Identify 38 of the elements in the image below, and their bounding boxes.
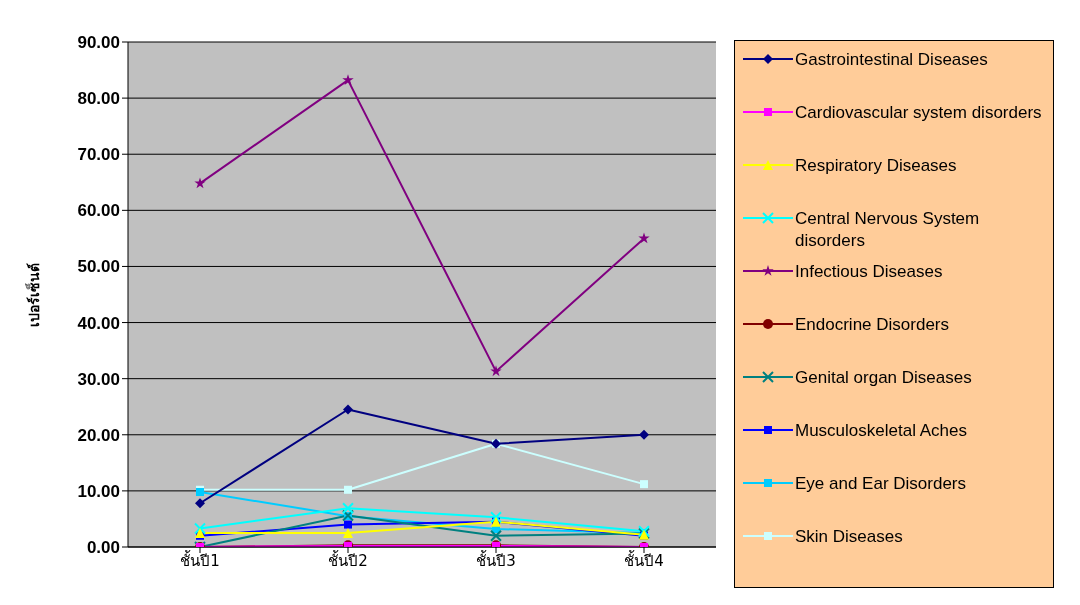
point: [343, 404, 353, 415]
point: [344, 520, 352, 529]
legend-label: Cardiovascular system disorders: [795, 102, 1042, 124]
x-tick-label: ชั้นปี3: [476, 549, 516, 570]
y-tick-label: 40.00: [77, 313, 120, 333]
x-tick-label: ชั้นปี2: [328, 549, 368, 570]
y-tick-label: 60.00: [77, 201, 120, 221]
legend-label: Musculoskeletal Aches: [795, 420, 967, 442]
legend-label: Gastrointestinal Diseases: [795, 49, 988, 71]
y-tick-label: 70.00: [77, 145, 120, 165]
y-tick-label: 30.00: [77, 369, 120, 389]
legend-label: Genital organ Diseases: [795, 367, 972, 389]
y-tick-label: 50.00: [77, 257, 120, 277]
legend-label: Respiratory Diseases: [795, 155, 957, 177]
legend-label: Infectious Diseases: [795, 261, 943, 283]
point: [195, 498, 205, 509]
point: [344, 485, 352, 494]
y-axis-title: เปอร์เซ็นต์: [24, 262, 42, 327]
y-tick-label: 0.00: [86, 538, 120, 558]
legend-label: Central Nervous System disorders: [795, 208, 981, 252]
y-tick-label: 20.00: [77, 425, 120, 445]
point: [194, 522, 206, 535]
x-tick-label: ชั้นปี4: [624, 549, 664, 570]
point: [342, 74, 354, 86]
y-tick-label: 10.00: [77, 481, 120, 501]
legend-label: Endocrine Disorders: [795, 314, 950, 336]
point: [639, 429, 649, 440]
point: [490, 511, 502, 524]
y-tick-label: 90.00: [77, 33, 120, 53]
point: [195, 527, 205, 538]
point: [342, 502, 354, 515]
legend-label: Skin Diseases: [795, 526, 903, 548]
y-tick-label: 80.00: [77, 89, 120, 109]
legend-label: Eye and Ear Disorders: [795, 473, 967, 495]
point: [640, 480, 648, 489]
point: [343, 527, 353, 538]
x-tick-label: ชั้นปี1: [180, 549, 220, 570]
point: [490, 529, 502, 542]
